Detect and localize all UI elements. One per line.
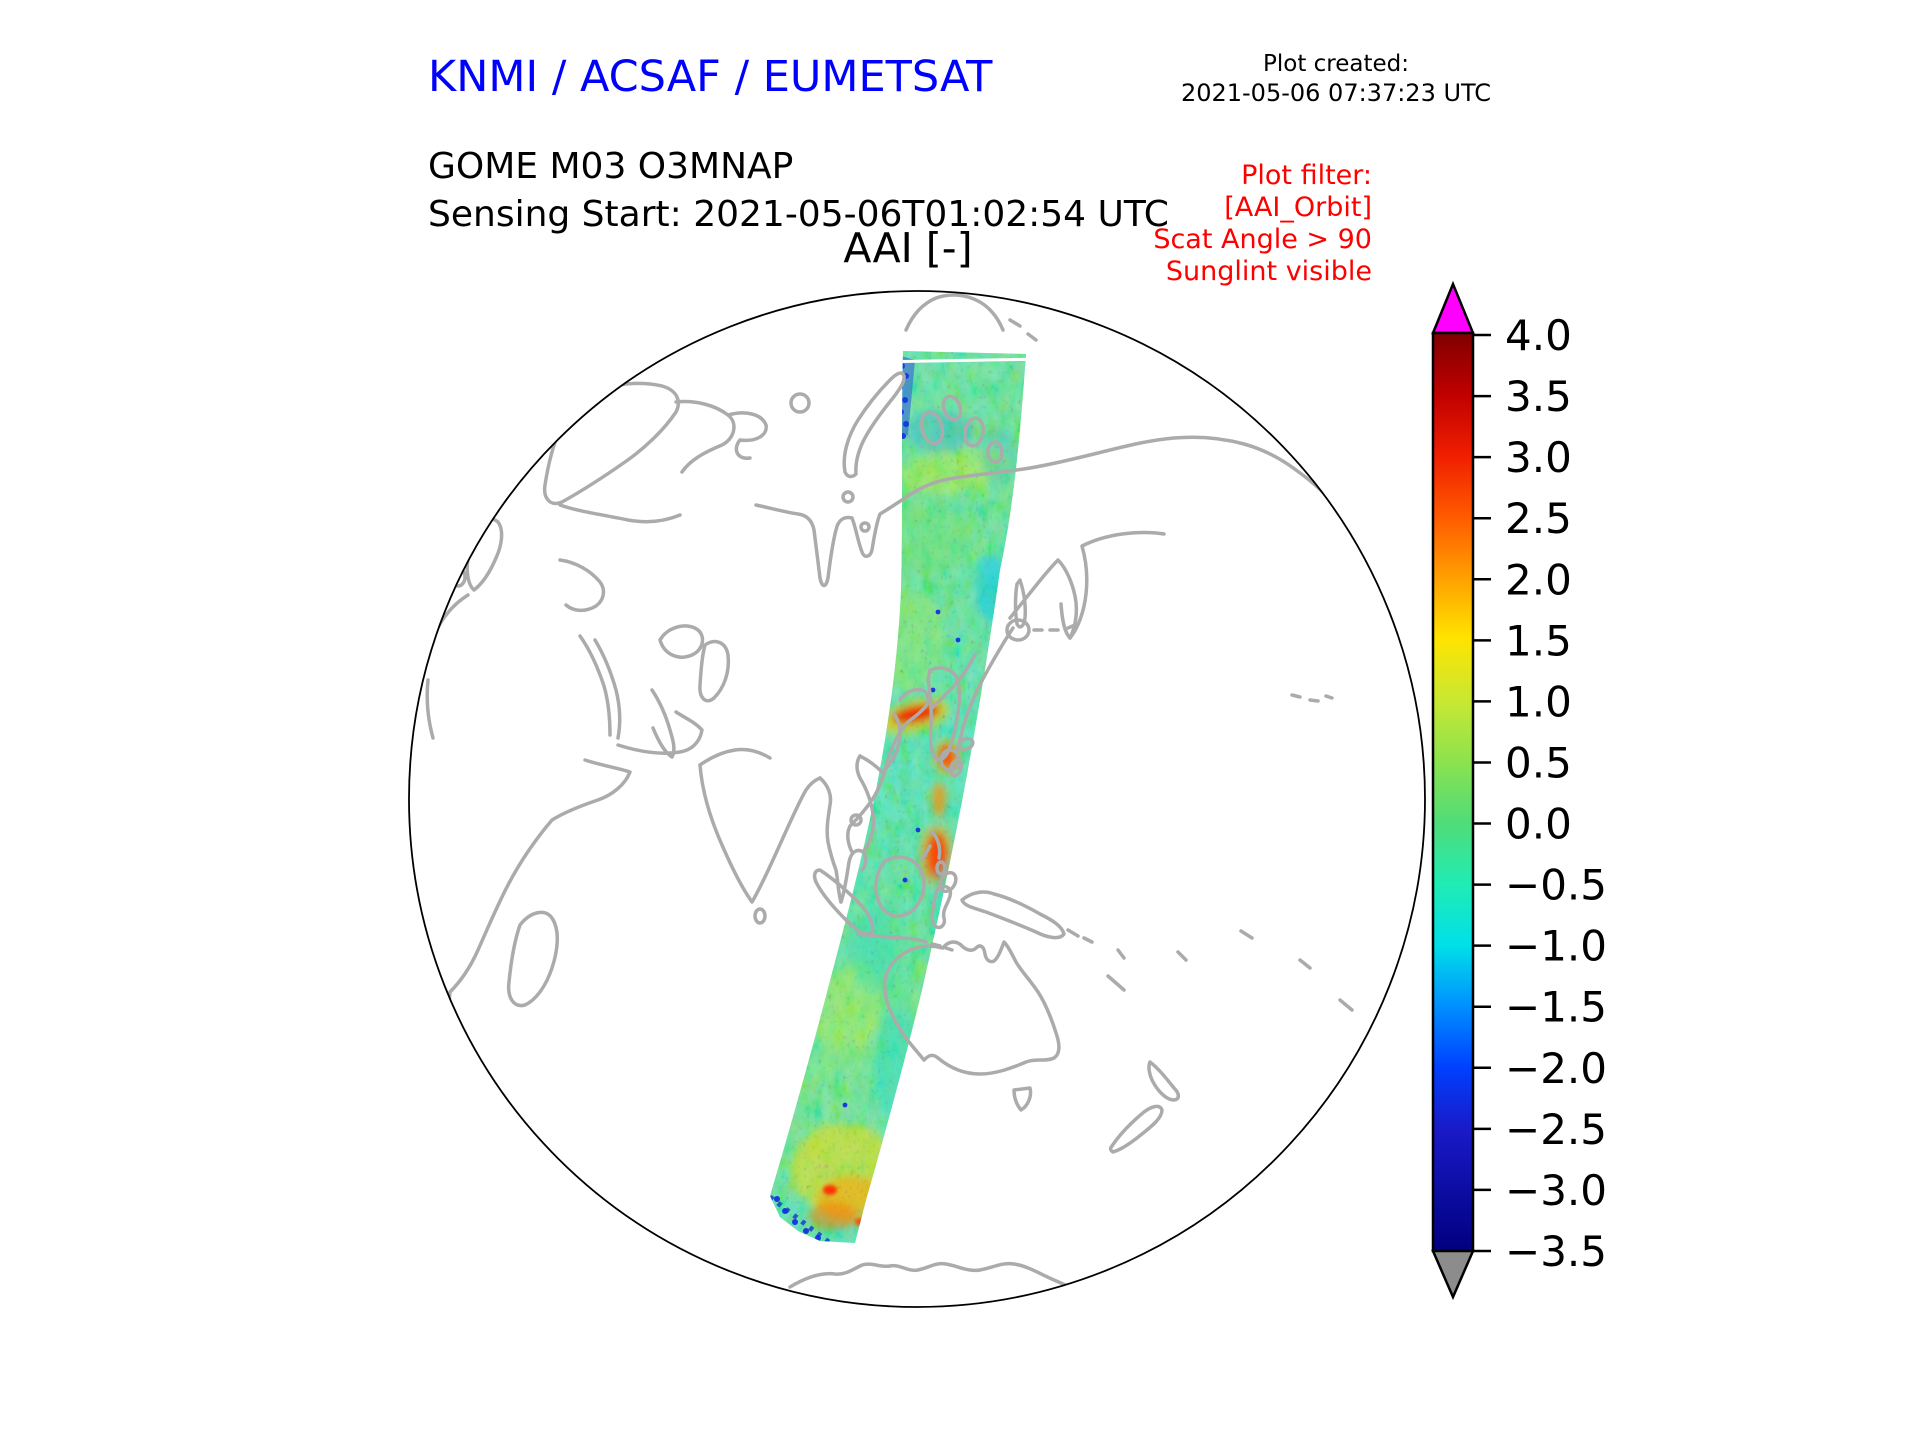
colorbar-tick-label: 2.0 xyxy=(1505,555,1572,604)
colorbar-tick-label: −3.0 xyxy=(1505,1166,1607,1215)
plot-filter-block: Plot filter: [AAI_Orbit] Scat Angle > 90… xyxy=(1153,160,1372,288)
plot-filter-line: Sunglint visible xyxy=(1165,256,1372,287)
colorbar-tick-label: 1.5 xyxy=(1505,616,1572,665)
colorbar-tick-label: 3.5 xyxy=(1505,372,1572,421)
colorbar-tick-label: −0.5 xyxy=(1505,861,1607,910)
colorbar: 4.0 3.5 3.0 2.5 2.0 1.5 1.0 0.5 0.0 −0.5 −1.0 −1.5 −… xyxy=(1431,280,1607,1301)
colorbar-tick-label: −1.0 xyxy=(1505,922,1607,971)
colorbar-tick-label: −2.0 xyxy=(1505,1044,1607,1093)
colorbar-tick-label: 2.5 xyxy=(1505,494,1572,543)
colorbar-under-arrow xyxy=(1431,1249,1475,1301)
colorbar-tick-label: −3.5 xyxy=(1505,1227,1607,1276)
plot-filter-line: Plot filter: xyxy=(1241,160,1372,191)
colorbar-tick-label: 3.0 xyxy=(1505,433,1572,482)
globe-outline xyxy=(408,290,1426,1308)
plot-filter-line: [AAI_Orbit] xyxy=(1224,192,1372,223)
plot-filter-line: Scat Angle > 90 xyxy=(1153,224,1372,255)
plot-created-label: Plot created: xyxy=(1262,51,1410,77)
map-title: AAI [-] xyxy=(843,224,973,272)
plot-created-block: Plot created: 2021-05-06 07:37:23 UTC xyxy=(1168,50,1504,108)
colorbar-tick-label: −2.5 xyxy=(1505,1105,1607,1154)
plot-created-timestamp: 2021-05-06 07:37:23 UTC xyxy=(1180,79,1492,107)
colorbar-tick-label: 0.0 xyxy=(1505,800,1572,849)
colorbar-tick-label: 0.5 xyxy=(1505,738,1572,787)
colorbar-tick-label: 1.0 xyxy=(1505,677,1572,726)
organization-title: KNMI / ACSAF / EUMETSAT xyxy=(428,52,993,102)
product-name: GOME M03 O3MNAP xyxy=(428,146,794,187)
colorbar-ticks: 4.0 3.5 3.0 2.5 2.0 1.5 1.0 0.5 0.0 −0.5 −1.0 −1.5 −… xyxy=(1473,311,1607,1276)
sensing-start: Sensing Start: 2021-05-06T01:02:54 UTC xyxy=(428,194,1169,235)
colorbar-over-arrow xyxy=(1431,280,1475,335)
coastlines xyxy=(425,293,1425,1302)
swath-gap-line xyxy=(896,357,1026,364)
colorbar-tick-label: −1.5 xyxy=(1505,983,1607,1032)
colorbar-tick-label: 4.0 xyxy=(1505,311,1572,360)
colorbar-gradient-bar xyxy=(1431,331,1475,1253)
